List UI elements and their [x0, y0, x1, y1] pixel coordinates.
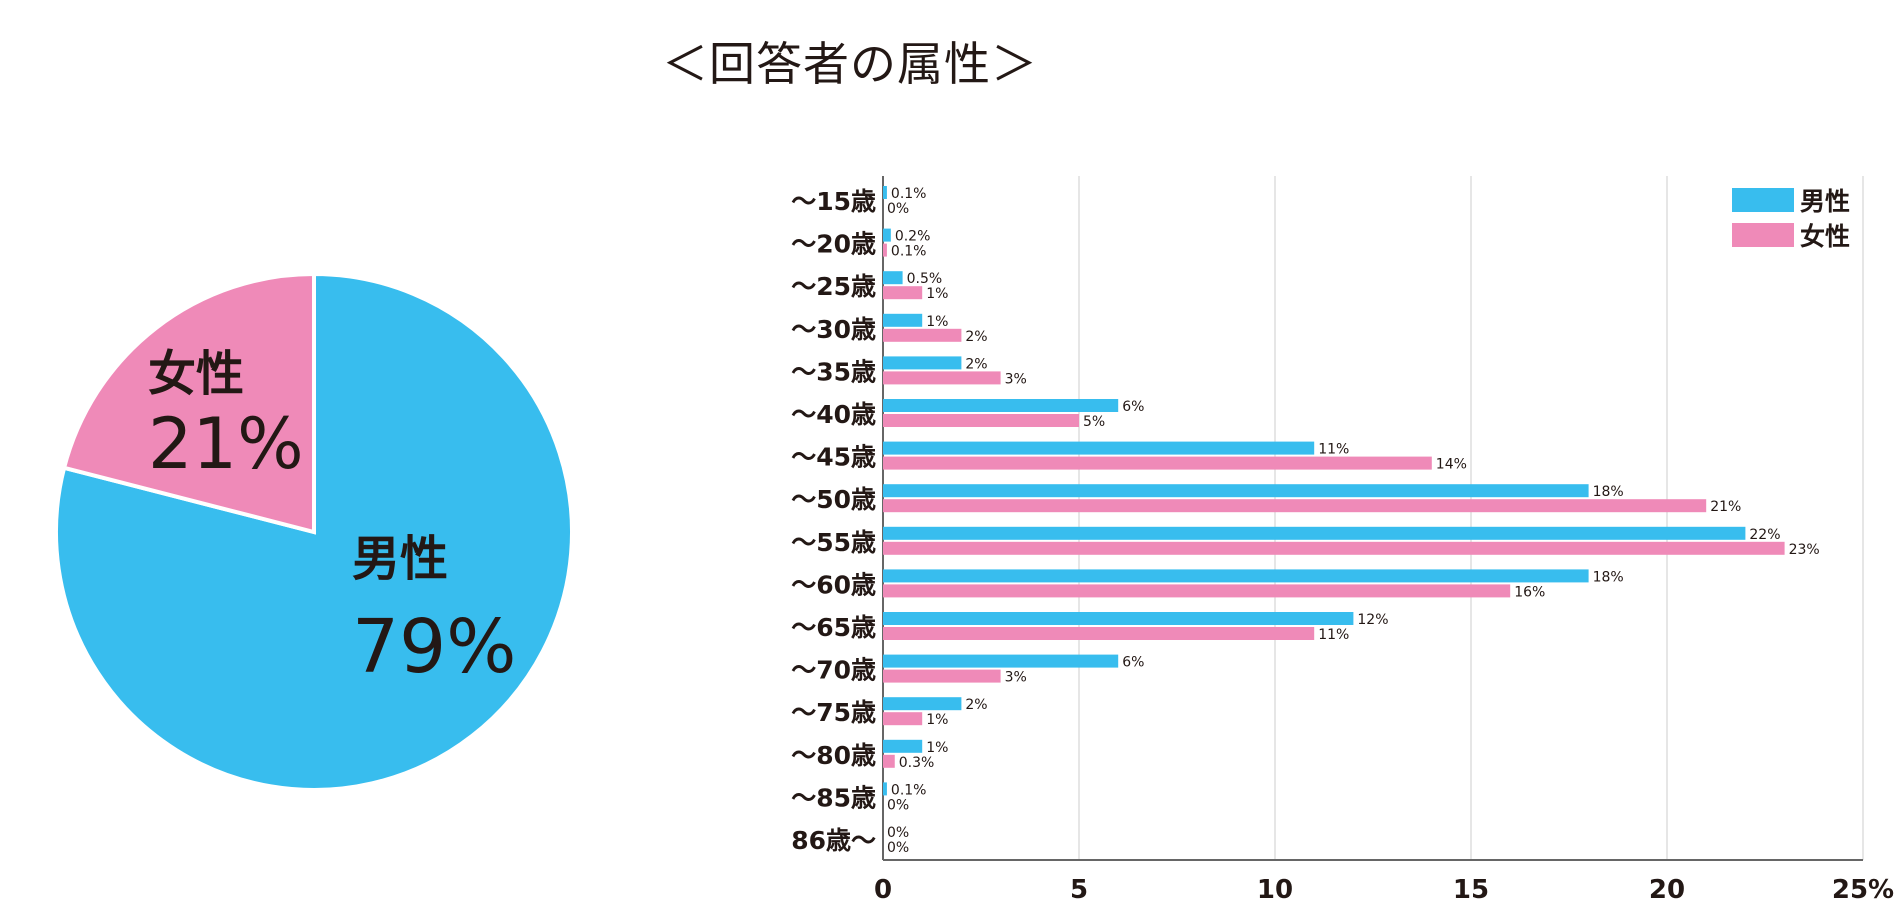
- bar-male: [883, 654, 1119, 668]
- pie-slice-female: [61, 271, 316, 535]
- data-label-male: 2%: [965, 697, 987, 713]
- x-tick-label: 20: [1649, 875, 1685, 905]
- bar-male: [883, 313, 923, 327]
- y-tick-label: 〜50歳: [791, 485, 876, 514]
- bar-male: [883, 739, 923, 753]
- bar-female: [883, 627, 1315, 640]
- data-label-female: 3%: [1005, 371, 1027, 387]
- bar-female: [883, 456, 1432, 470]
- data-label-male: 1%: [926, 740, 948, 756]
- data-label-male: 0.1%: [891, 782, 927, 798]
- bar-male: [883, 186, 887, 199]
- bar-male: [883, 399, 1119, 412]
- legend-swatch-male: [1732, 188, 1794, 212]
- bar-male: [883, 569, 1589, 583]
- legend-label-male: 男性: [1800, 187, 1850, 216]
- bar-male: [883, 697, 962, 711]
- bar-female: [883, 243, 887, 257]
- y-tick-label: 〜15歳: [791, 187, 876, 216]
- y-tick-label: 86歳〜: [791, 826, 876, 855]
- bar-female: [883, 371, 1001, 385]
- data-label-female: 11%: [1318, 627, 1349, 643]
- y-tick-label: 〜20歳: [791, 230, 876, 259]
- data-label-female: 23%: [1789, 542, 1820, 558]
- data-label-female: 2%: [965, 329, 987, 345]
- y-tick-label: 〜30歳: [791, 315, 876, 344]
- data-label-male: 6%: [1122, 655, 1144, 671]
- y-tick-label: 〜70歳: [791, 656, 876, 685]
- data-label-male: 18%: [1593, 569, 1624, 585]
- bar-male: [883, 782, 887, 796]
- data-label-female: 0.3%: [899, 755, 935, 771]
- data-label-female: 0%: [887, 201, 909, 217]
- data-label-male: 0.2%: [895, 229, 931, 245]
- y-tick-label: 〜40歳: [791, 400, 876, 429]
- y-tick-label: 〜35歳: [791, 357, 876, 386]
- y-tick-label: 〜60歳: [791, 570, 876, 599]
- y-tick-label: 〜25歳: [791, 272, 876, 301]
- data-label-female: 0%: [887, 797, 909, 813]
- y-tick-label: 〜75歳: [791, 698, 876, 727]
- data-label-male: 12%: [1357, 612, 1388, 628]
- data-label-female: 0.1%: [891, 244, 927, 260]
- x-tick-label: 0: [874, 875, 892, 905]
- legend-label-female: 女性: [1800, 222, 1850, 251]
- bar-male: [883, 356, 962, 370]
- x-tick-label: 5: [1070, 875, 1088, 905]
- data-label-male: 2%: [965, 356, 987, 372]
- y-tick-label: 〜85歳: [791, 783, 876, 812]
- bar-female: [883, 541, 1785, 555]
- data-label-male: 18%: [1593, 484, 1624, 500]
- data-label-female: 14%: [1436, 457, 1467, 473]
- data-label-male: 0.1%: [891, 186, 927, 202]
- data-label-female: 1%: [926, 712, 948, 728]
- bar-male: [883, 271, 903, 285]
- bar-female: [883, 328, 962, 342]
- bar-female: [883, 712, 923, 726]
- y-tick-label: 〜65歳: [791, 613, 876, 642]
- data-label-female: 5%: [1083, 414, 1105, 430]
- pie-value-male: 79%: [352, 604, 516, 690]
- x-tick-label: 10: [1257, 875, 1293, 905]
- y-tick-label: 〜45歳: [791, 443, 876, 472]
- data-label-male: 6%: [1122, 399, 1144, 415]
- y-tick-label: 〜80歳: [791, 741, 876, 770]
- data-label-female: 0%: [887, 840, 909, 856]
- bar-male: [883, 526, 1746, 540]
- data-label-male: 0.5%: [907, 271, 943, 287]
- pie-label-male: 男性: [352, 531, 448, 587]
- data-label-female: 3%: [1005, 670, 1027, 686]
- pie-value-female: 21%: [148, 403, 304, 485]
- data-label-male: 22%: [1749, 527, 1780, 543]
- y-tick-label: 〜55歳: [791, 528, 876, 557]
- bar-female: [883, 286, 923, 300]
- x-tick-label: 15: [1453, 875, 1489, 905]
- bar-male: [883, 228, 891, 242]
- bar-female: [883, 584, 1511, 598]
- bar-female: [883, 754, 895, 768]
- bar-female: [883, 414, 1079, 427]
- bar-female: [883, 499, 1707, 513]
- bar-male: [883, 441, 1315, 455]
- data-label-female: 1%: [926, 286, 948, 302]
- data-label-female: 16%: [1514, 584, 1545, 600]
- page-title: ＜回答者の属性＞: [662, 37, 1038, 91]
- data-label-male: 1%: [926, 314, 948, 330]
- data-label-male: 11%: [1318, 442, 1349, 458]
- data-label-male: 0%: [887, 825, 909, 841]
- data-label-female: 21%: [1710, 499, 1741, 515]
- x-tick-label: 25%: [1832, 875, 1894, 905]
- bar-male: [883, 612, 1354, 625]
- pie-slice-male: [54, 271, 574, 792]
- bar-male: [883, 484, 1589, 498]
- legend-swatch-female: [1732, 223, 1794, 247]
- pie-label-female: 女性: [148, 346, 244, 402]
- bar-female: [883, 669, 1001, 683]
